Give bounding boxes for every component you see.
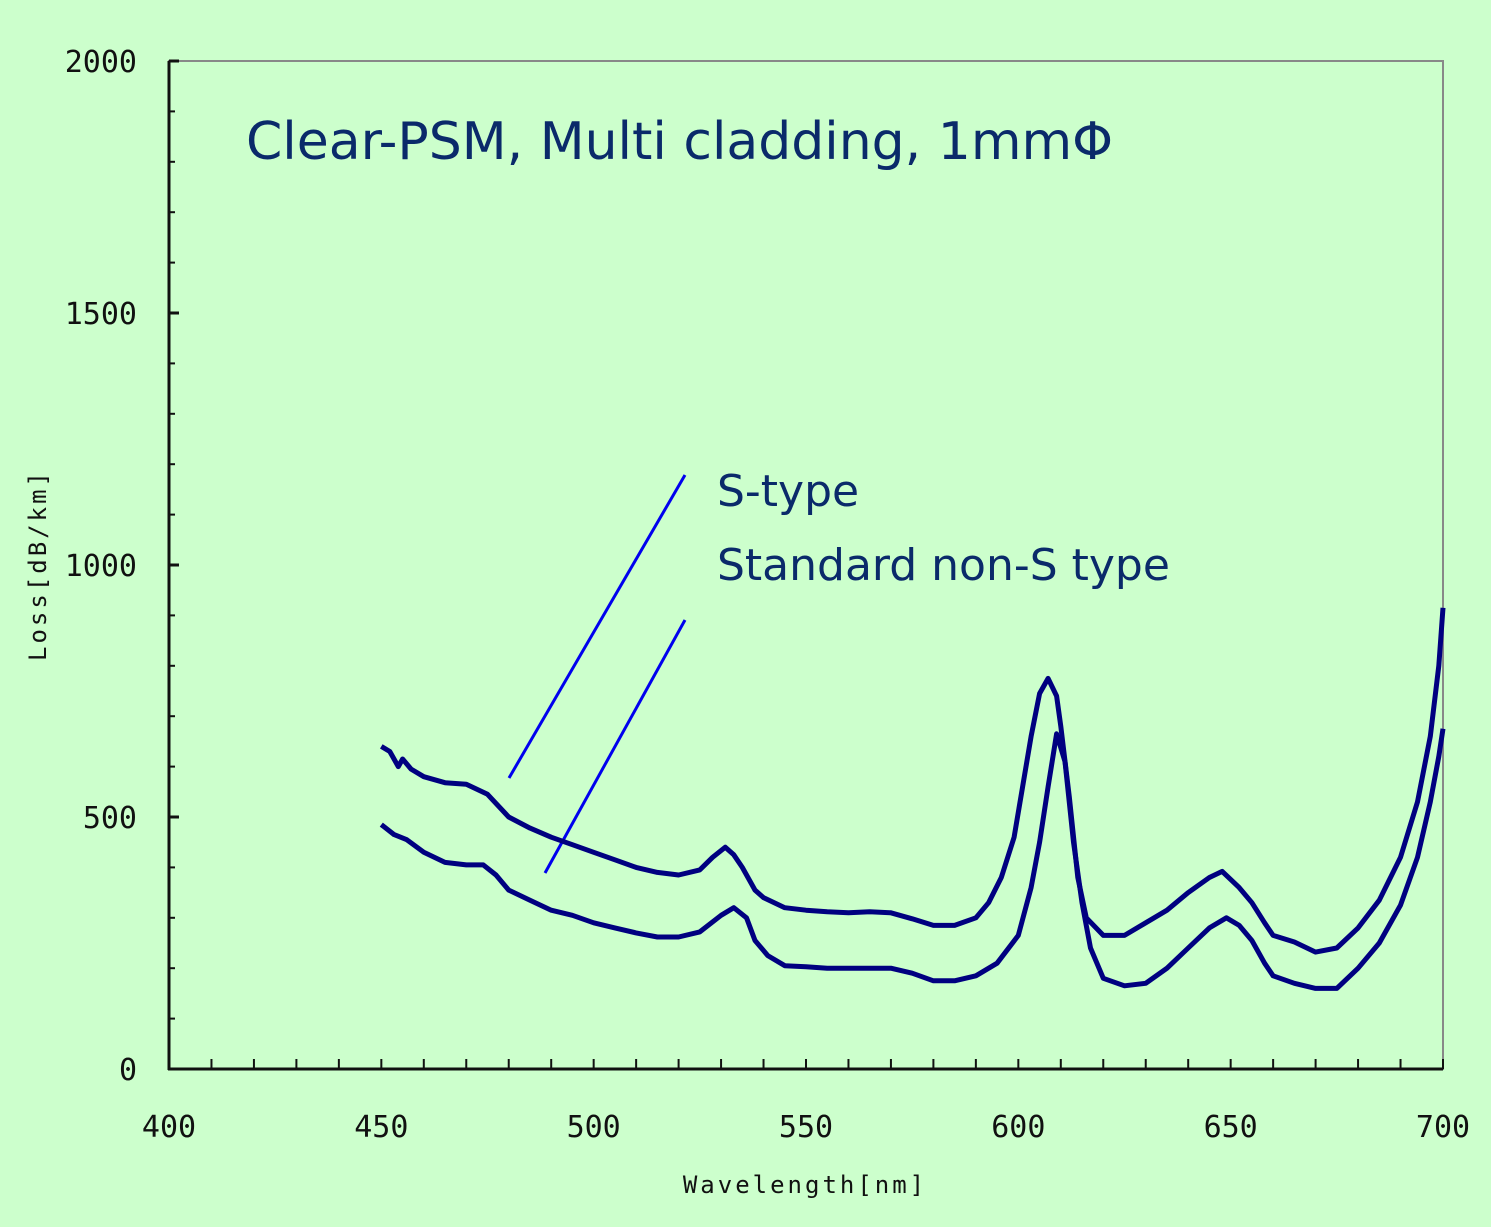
x-tick-label: 550 bbox=[779, 1110, 833, 1145]
chart-title: Clear-PSM, Multi cladding, 1mmΦ bbox=[246, 112, 1114, 172]
pointer-line-s-type bbox=[507, 474, 687, 779]
legend-pointer-lines bbox=[507, 474, 687, 874]
pointer-line-standard-non-s-type bbox=[543, 619, 687, 874]
x-tick-label: 600 bbox=[991, 1110, 1045, 1145]
axes bbox=[167, 59, 1444, 1071]
x-tick-label: 650 bbox=[1204, 1110, 1258, 1145]
series-s-type bbox=[380, 607, 1446, 955]
data-series bbox=[379, 607, 1446, 991]
x-tick-label: 450 bbox=[354, 1110, 408, 1145]
series-standard-non-s-type bbox=[379, 728, 1446, 991]
y-axis-title: Loss[dB/km] bbox=[24, 469, 52, 661]
y-tick-label: 2000 bbox=[65, 45, 137, 80]
x-axis-title: Wavelength[nm] bbox=[683, 1171, 927, 1199]
x-tick-label: 400 bbox=[142, 1110, 196, 1145]
legend-label-s-type: S-type bbox=[717, 466, 860, 517]
y-tick-label: 1500 bbox=[65, 297, 137, 332]
y-tick-label: 0 bbox=[119, 1053, 137, 1088]
y-tick-label: 500 bbox=[83, 801, 137, 836]
y-tick-label: 1000 bbox=[65, 549, 137, 584]
tick-labels: 400 450 500 550 600 650 700 0 500 1000 1500 2000 bbox=[65, 45, 1470, 1145]
x-tick-label: 700 bbox=[1416, 1110, 1470, 1145]
x-tick-label: 500 bbox=[567, 1110, 621, 1145]
legend-label-standard-non-s-type: Standard non-S type bbox=[717, 540, 1170, 591]
